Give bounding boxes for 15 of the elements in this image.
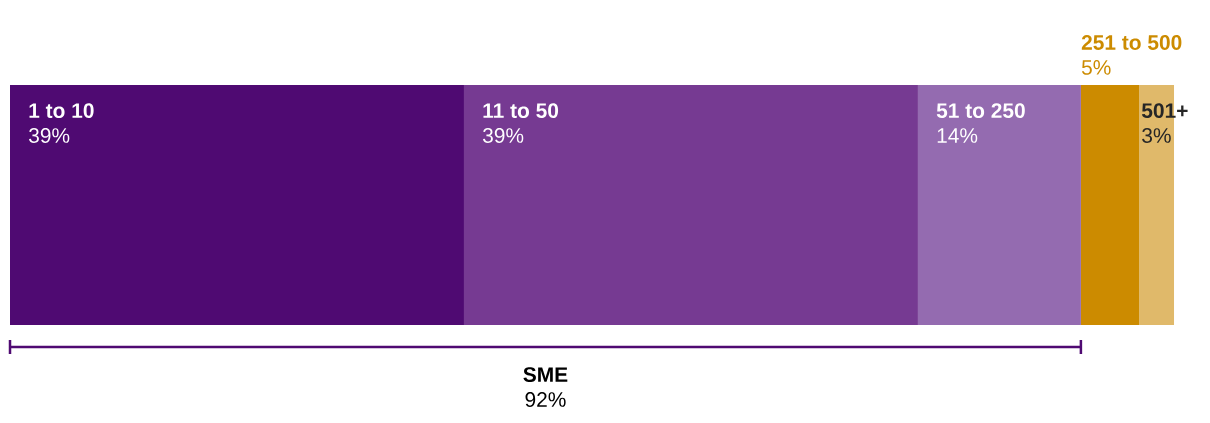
series-label: 251 to 500 <box>1081 35 1182 50</box>
series-label: 1 to 10 <box>29 103 94 118</box>
data-label: 3% <box>1142 128 1171 143</box>
bar <box>1080 84 1140 325</box>
bar <box>10 84 464 325</box>
data-label: 14% <box>937 128 978 143</box>
text: SME <box>523 367 568 383</box>
series-label: 51 to 250 <box>936 103 1025 118</box>
bar <box>463 84 918 325</box>
text: 92% <box>525 392 566 407</box>
data-label: 5% <box>1081 60 1111 75</box>
data-label: 39% <box>482 128 524 143</box>
series-label: 11 to 50 <box>483 103 559 118</box>
data-label: 39% <box>29 128 70 143</box>
bar <box>917 84 1081 325</box>
